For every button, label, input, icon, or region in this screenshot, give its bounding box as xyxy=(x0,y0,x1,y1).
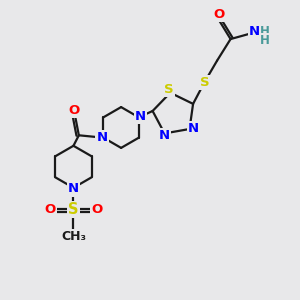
Text: O: O xyxy=(91,203,103,216)
Text: S: S xyxy=(68,202,79,217)
Text: N: N xyxy=(188,122,199,135)
Text: O: O xyxy=(44,203,56,216)
Text: N: N xyxy=(248,26,260,38)
Text: O: O xyxy=(213,8,224,21)
Text: O: O xyxy=(68,104,80,117)
Text: N: N xyxy=(135,110,146,123)
Text: S: S xyxy=(164,83,174,96)
Text: H: H xyxy=(260,26,270,38)
Text: N: N xyxy=(159,129,170,142)
Text: N: N xyxy=(96,130,107,144)
Text: N: N xyxy=(68,182,79,196)
Text: CH₃: CH₃ xyxy=(61,230,86,243)
Text: H: H xyxy=(260,34,270,47)
Text: S: S xyxy=(200,76,209,89)
